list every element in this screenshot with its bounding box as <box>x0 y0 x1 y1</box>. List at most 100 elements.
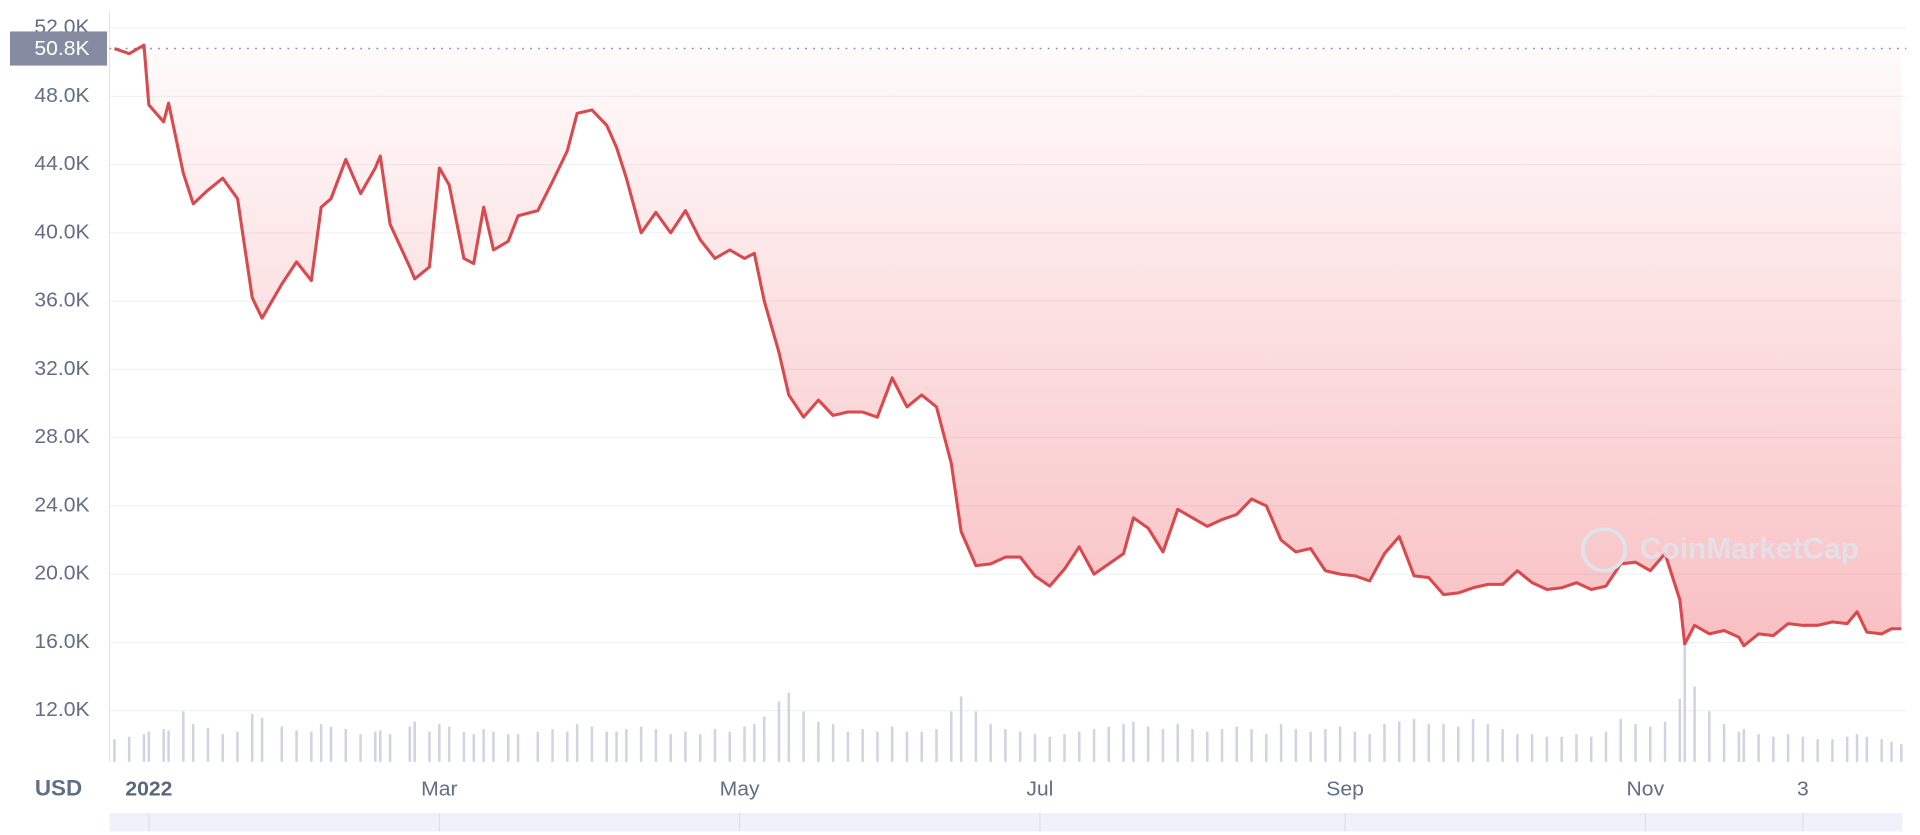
volume-bar <box>1338 726 1342 762</box>
volume-bar <box>876 731 879 762</box>
volume-bar <box>1250 729 1253 762</box>
volume-bar <box>260 717 264 762</box>
volume-bar <box>890 726 894 762</box>
volume-bar <box>1634 724 1637 762</box>
volume-bar <box>1890 741 1893 762</box>
volume-bar <box>1678 698 1682 762</box>
volume-bar <box>280 726 284 762</box>
volume-bar <box>1161 729 1165 762</box>
volume-bar <box>1845 736 1849 762</box>
volume-bar <box>1220 729 1224 762</box>
volume-bar <box>615 731 618 762</box>
volume-bar <box>428 731 431 762</box>
volume-bar <box>905 731 909 762</box>
volume-bar <box>974 711 978 762</box>
volume-bar <box>605 731 608 762</box>
volume-bar <box>492 731 495 762</box>
currency-label: USD <box>35 776 82 801</box>
volume-bar <box>1649 726 1652 762</box>
volume-bar <box>1880 739 1883 762</box>
volume-bar <box>1397 721 1401 762</box>
volume-bar <box>516 734 520 762</box>
volume-bar <box>590 726 594 762</box>
volume-bar <box>861 729 864 762</box>
volume-bar <box>639 726 643 762</box>
volume-bar <box>1757 734 1760 762</box>
volume-bar <box>167 730 170 762</box>
volume-bar <box>1530 734 1534 762</box>
volume-bar <box>388 734 392 762</box>
volume-bar <box>1132 721 1135 762</box>
volume-bar <box>1516 734 1519 762</box>
volume-bar <box>1575 734 1578 762</box>
volume-bar <box>787 692 791 762</box>
volume-bar <box>1146 726 1150 762</box>
volume-bar <box>551 729 554 762</box>
y-tick-label: 40.0K <box>34 220 89 243</box>
x-tick-label: Jul <box>1026 778 1053 801</box>
volume-bar <box>1412 719 1416 762</box>
x-tick-label: May <box>720 778 760 801</box>
volume-bar <box>1442 724 1445 762</box>
volume-bar <box>1486 724 1490 762</box>
watermark-logo <box>1580 527 1627 573</box>
volume-bar <box>950 711 953 762</box>
axis-labels: 12.0K 16.0K 20.0K 24.0K 28.0K 32.0K 36.0K 40.0K… <box>9 16 1809 801</box>
volume-bar <box>1018 731 1022 762</box>
volume-bar <box>1501 729 1504 762</box>
volume-bar <box>1122 724 1125 762</box>
volume-bar <box>374 731 377 762</box>
volume-bar <box>669 734 672 762</box>
volume-bar <box>713 729 717 762</box>
volume-bar <box>1471 719 1475 762</box>
volume-bar <box>762 716 766 762</box>
volume-bar <box>206 727 210 762</box>
volume-bar <box>147 731 151 762</box>
volume-bar <box>236 731 239 762</box>
volume-bar <box>1604 731 1608 762</box>
volume-bar <box>1457 726 1460 762</box>
volume-bar <box>1078 731 1081 762</box>
volume-bar <box>162 729 165 762</box>
volume-bar <box>182 711 185 762</box>
volume-bar <box>575 724 579 762</box>
volume-bar <box>1619 719 1622 762</box>
price-area <box>114 45 1902 646</box>
volume-bar <box>728 731 731 762</box>
x-tick-label: 3 <box>1797 778 1809 801</box>
volume-bar <box>1801 736 1805 762</box>
volume-bar <box>462 731 466 762</box>
volume-bar <box>1235 726 1239 762</box>
volume-bar <box>1865 736 1869 762</box>
volume-bar <box>846 731 850 762</box>
volume-bar <box>1772 736 1775 762</box>
volume-bar <box>413 721 416 762</box>
watermark: CoinMarketCap <box>1640 533 1859 566</box>
volume-bar <box>753 724 756 762</box>
volume-bar <box>1816 739 1819 762</box>
volume-bar <box>1383 724 1386 762</box>
x-tick-label: Nov <box>1627 778 1665 801</box>
volume-bar <box>1663 721 1667 762</box>
volume-bar <box>1589 736 1593 762</box>
volume-bar <box>1107 726 1111 762</box>
volume-bar <box>447 726 451 762</box>
volume-bar <box>1786 734 1790 762</box>
volume-bar <box>1176 724 1179 762</box>
y-tick-label: 28.0K <box>34 425 89 448</box>
volume-bar <box>1427 724 1431 762</box>
volume-bar <box>1831 739 1834 762</box>
x-tick-label: 2022 <box>125 778 172 801</box>
volume-bar <box>379 730 382 762</box>
volume-bar <box>743 726 746 762</box>
volume-bar <box>1265 734 1268 762</box>
volume-bar <box>1368 734 1371 762</box>
volume-bar <box>1033 734 1037 762</box>
volume-bar <box>1693 686 1696 762</box>
price-tag: 50.8K <box>34 37 89 60</box>
volume-bar <box>1353 731 1357 762</box>
volume-bar <box>1048 736 1051 762</box>
volume-bar <box>127 736 131 762</box>
